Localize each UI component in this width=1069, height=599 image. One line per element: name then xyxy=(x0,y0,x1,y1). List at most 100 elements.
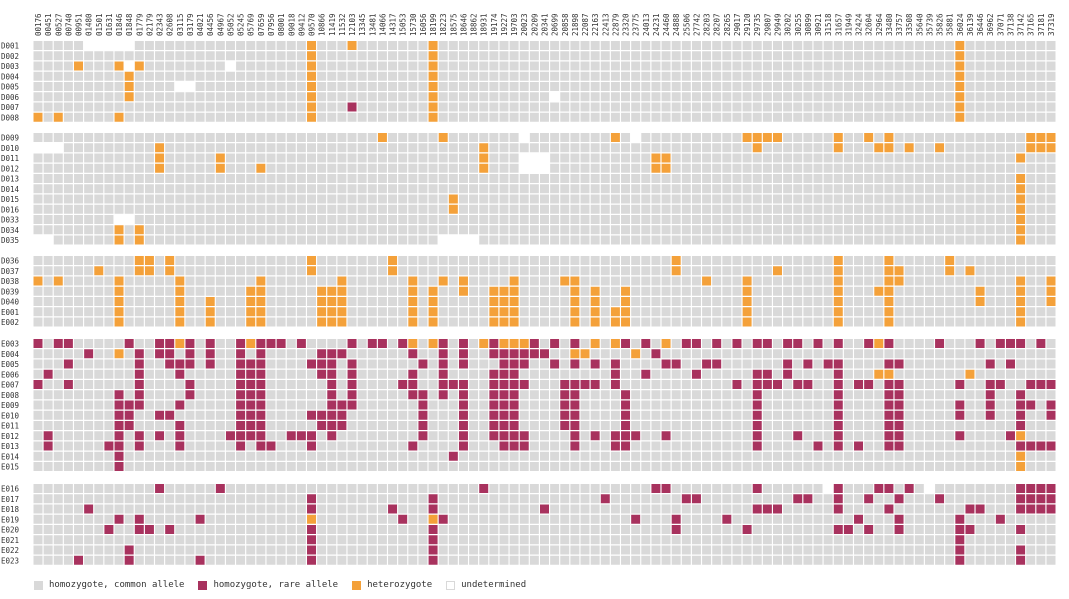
cell-common xyxy=(995,400,1005,410)
column-label: 18931 xyxy=(480,13,489,36)
cell-common xyxy=(43,380,53,389)
cell-common xyxy=(185,525,195,534)
cell-common xyxy=(985,451,995,461)
cell-common xyxy=(327,41,337,50)
cell-common xyxy=(894,545,904,555)
cell-common xyxy=(398,525,408,534)
cell-common xyxy=(479,225,489,235)
cell-common xyxy=(803,525,813,534)
cell-common xyxy=(509,235,519,245)
cell-common xyxy=(985,51,995,61)
cell-common xyxy=(296,266,306,276)
cell-common xyxy=(266,369,276,379)
cell-common xyxy=(458,514,468,524)
cell-heterozygote xyxy=(499,317,509,327)
cell-common xyxy=(813,163,823,173)
cell-common xyxy=(1005,535,1015,545)
cell-rare xyxy=(742,525,752,534)
cell-common xyxy=(509,256,519,265)
cell-common xyxy=(631,525,641,534)
cell-common xyxy=(479,545,489,555)
cell-common xyxy=(945,194,955,204)
cell-heterozygote xyxy=(94,266,104,276)
cell-common xyxy=(377,514,387,524)
cell-rare xyxy=(1016,390,1026,400)
cell-common xyxy=(985,266,995,276)
cell-common xyxy=(317,163,327,173)
cell-common xyxy=(195,451,205,461)
cell-common xyxy=(296,174,306,183)
cell-common xyxy=(1046,174,1056,183)
cell-common xyxy=(438,256,448,265)
cell-heterozygote xyxy=(833,266,843,276)
cell-common xyxy=(43,61,53,71)
row-label: D001 xyxy=(1,42,19,51)
cell-common xyxy=(550,112,560,122)
cell-common xyxy=(965,349,975,359)
cell-common xyxy=(165,514,175,524)
cell-common xyxy=(590,462,600,471)
cell-common xyxy=(1026,112,1036,122)
cell-common xyxy=(205,61,215,71)
cell-common xyxy=(469,390,479,400)
cell-common xyxy=(489,153,499,163)
cell-common xyxy=(570,494,580,504)
cell-rare xyxy=(236,441,246,451)
cell-rare xyxy=(256,400,266,410)
cell-rare xyxy=(1016,494,1026,504)
cell-common xyxy=(641,359,651,369)
cell-common xyxy=(388,82,398,91)
cell-common xyxy=(367,462,377,471)
cell-common xyxy=(479,307,489,317)
cell-common xyxy=(438,307,448,317)
cell-common xyxy=(84,153,94,163)
cell-common xyxy=(955,369,965,379)
cell-common xyxy=(712,349,722,359)
cell-common xyxy=(469,61,479,71)
cell-common xyxy=(570,143,580,153)
cell-common xyxy=(712,380,722,389)
cell-common xyxy=(1016,349,1026,359)
cell-common xyxy=(388,235,398,245)
cell-common xyxy=(205,225,215,235)
cell-common xyxy=(651,266,661,276)
cell-common xyxy=(560,431,570,441)
cell-common xyxy=(266,235,276,245)
cell-common xyxy=(94,215,104,224)
cell-common xyxy=(33,349,43,359)
cell-common xyxy=(772,41,782,50)
cell-common xyxy=(803,410,813,420)
cell-common xyxy=(479,400,489,410)
cell-common xyxy=(641,143,651,153)
cell-heterozygote xyxy=(144,256,154,265)
cell-common xyxy=(175,494,185,504)
cell-common xyxy=(317,256,327,265)
cell-common xyxy=(1036,535,1046,545)
cell-common xyxy=(621,163,631,173)
cell-common xyxy=(377,266,387,276)
cell-common xyxy=(63,545,73,555)
cell-common xyxy=(783,555,793,565)
cell-common xyxy=(843,545,853,555)
cell-common xyxy=(398,297,408,306)
cell-common xyxy=(590,555,600,565)
cell-common xyxy=(357,410,367,420)
cell-common xyxy=(276,535,286,545)
cell-common xyxy=(155,525,165,534)
cell-common xyxy=(33,266,43,276)
cell-common xyxy=(43,317,53,327)
cell-common xyxy=(560,307,570,317)
cell-common xyxy=(63,555,73,565)
cell-common xyxy=(367,266,377,276)
cell-common xyxy=(702,133,712,142)
cell-rare xyxy=(347,380,357,389)
cell-rare xyxy=(833,400,843,410)
cell-common xyxy=(914,174,924,183)
cell-common xyxy=(84,61,94,71)
cell-common xyxy=(823,297,833,306)
cell-common xyxy=(155,61,165,71)
cell-common xyxy=(752,256,762,265)
cell-common xyxy=(1005,235,1015,245)
row-label: D004 xyxy=(1,72,20,81)
cell-common xyxy=(914,71,924,81)
